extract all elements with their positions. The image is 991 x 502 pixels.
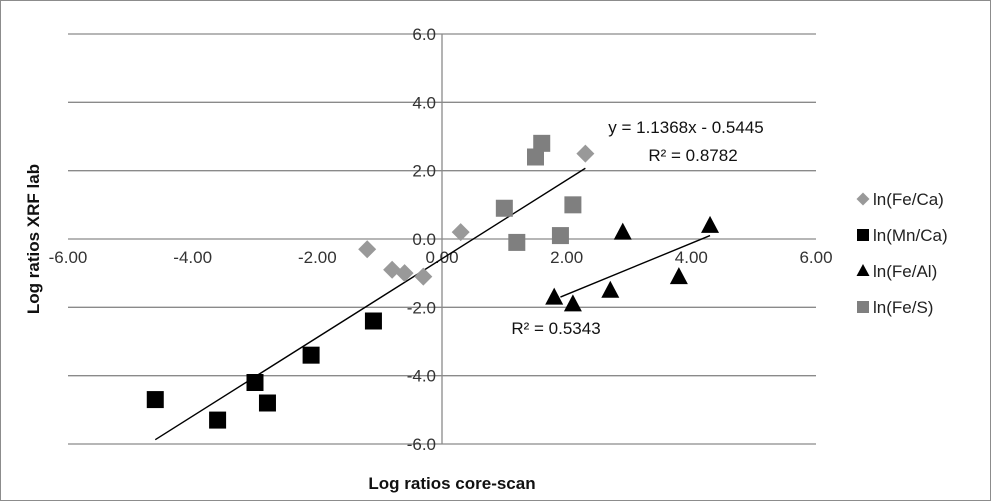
point-series3-5 <box>564 196 582 214</box>
point-series2-0 <box>545 287 564 305</box>
trendline-0 <box>154 167 586 441</box>
x-tick-label-4: 2.00 <box>550 248 583 267</box>
y-tick-label-5: 4.0 <box>412 93 436 112</box>
r-squared-second: R² = 0.5343 <box>511 319 600 338</box>
point-series2-1 <box>563 294 582 312</box>
point-series0-2 <box>395 264 414 283</box>
legend-marker-2 <box>856 264 870 276</box>
y-tick-label-3: 0.0 <box>412 230 436 249</box>
point-series3-0 <box>495 199 513 217</box>
x-tick-label-0: -6.00 <box>49 248 88 267</box>
y-tick-label-1: -4.0 <box>407 367 436 386</box>
point-series0-4 <box>451 223 470 242</box>
legend-label-3: ln(Fe/S) <box>873 298 933 317</box>
y-tick-label-2: -2.0 <box>407 298 436 317</box>
point-series2-4 <box>669 267 688 285</box>
point-series1-2 <box>246 374 264 391</box>
trendline-1 <box>560 234 711 298</box>
y-tick-label-6: 6.0 <box>412 25 436 44</box>
legend-label-1: ln(Mn/Ca) <box>873 226 948 245</box>
y-axis-title: Log ratios XRF lab <box>24 164 43 314</box>
point-series1-4 <box>302 346 320 364</box>
point-series2-3 <box>613 222 632 240</box>
x-axis-title: Log ratios core-scan <box>368 474 535 493</box>
point-series1-1 <box>209 411 227 429</box>
point-series1-3 <box>258 394 276 412</box>
point-series0-3 <box>414 267 433 286</box>
point-series0-0 <box>358 240 377 259</box>
legend-marker-3 <box>857 301 869 313</box>
point-series1-5 <box>364 312 382 330</box>
x-tick-label-1: -4.00 <box>173 248 212 267</box>
x-tick-label-2: -2.00 <box>298 248 337 267</box>
legend-label-0: ln(Fe/Ca) <box>873 190 944 209</box>
point-series3-1 <box>508 233 526 251</box>
y-tick-label-4: 2.0 <box>412 162 436 181</box>
point-series0-5 <box>576 144 595 163</box>
point-series3-3 <box>533 134 551 152</box>
point-series2-5 <box>701 215 720 233</box>
point-series1-0 <box>146 391 164 409</box>
point-series2-2 <box>601 280 620 298</box>
legend-marker-0 <box>856 192 870 206</box>
point-series3-2 <box>527 148 544 166</box>
x-tick-label-6: 6.00 <box>799 248 832 267</box>
trendline-equation: y = 1.1368x - 0.5445 <box>608 118 763 137</box>
point-series3-4 <box>551 227 569 245</box>
legend-label-2: ln(Fe/Al) <box>873 262 937 281</box>
point-series0-1 <box>383 260 402 279</box>
legend-marker-1 <box>857 229 869 241</box>
y-tick-label-0: -6.0 <box>407 435 436 454</box>
x-tick-label-5: 4.00 <box>675 248 708 267</box>
r-squared-main: R² = 0.8782 <box>648 146 737 165</box>
